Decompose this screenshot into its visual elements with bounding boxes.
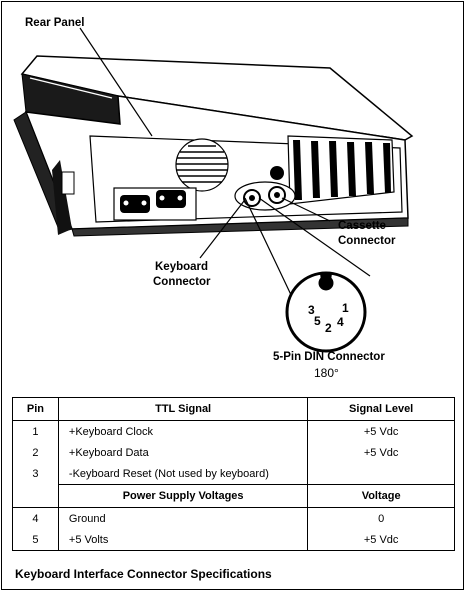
table-row: 5 +5 Volts +5 Vdc <box>12 529 455 551</box>
din-angle: 180° <box>314 366 339 380</box>
row-signal: +Keyboard Clock <box>57 420 309 442</box>
table-row: 1 +Keyboard Clock +5 Vdc <box>12 420 455 442</box>
header-voltage: Voltage <box>307 484 455 508</box>
power-header-row: Power Supply Voltages Voltage <box>12 484 455 508</box>
keyboard-connector-label-line2: Connector <box>153 276 211 288</box>
cassette-connector-label-line1: Cassette <box>338 220 386 232</box>
table-row: 4 Ground 0 <box>12 507 455 529</box>
rear-din-ports <box>234 181 296 211</box>
row-pin: 3 <box>12 463 59 485</box>
cassette-connector-label-line2: Connector <box>338 235 396 247</box>
din-pin-1: 1 <box>342 301 349 315</box>
din-connector-detail <box>285 271 367 353</box>
row-signal: +5 Volts <box>57 529 309 551</box>
row-level: +5 Vdc <box>307 420 455 442</box>
table-header-row: Pin TTL Signal Signal Level <box>12 397 455 421</box>
row-pin: 5 <box>12 529 59 551</box>
din-pin-5: 5 <box>314 314 321 328</box>
system-unit-illustration <box>13 27 414 353</box>
din-pin-3: 3 <box>308 303 315 317</box>
row-pin: 1 <box>12 420 59 442</box>
rear-panel-label: Rear Panel <box>25 17 85 29</box>
din-connector-title: 5-Pin DIN Connector <box>273 351 385 363</box>
indicator-dot <box>270 166 284 180</box>
header-signal-level: Signal Level <box>307 397 455 421</box>
table-row: 3 -Keyboard Reset (Not used by keyboard) <box>12 463 455 485</box>
din-pin-2: 2 <box>325 321 332 335</box>
figure-caption: Keyboard Interface Connector Specificati… <box>15 567 272 581</box>
row-signal: +Keyboard Data <box>57 442 309 463</box>
header-power-supply: Power Supply Voltages <box>57 484 309 508</box>
header-ttl-signal: TTL Signal <box>57 397 309 421</box>
expansion-slots <box>287 135 395 205</box>
row-level: +5 Vdc <box>307 442 455 463</box>
row-signal: Ground <box>57 507 309 529</box>
keyboard-connector-label-line1: Keyboard <box>155 261 209 273</box>
row-pin: 4 <box>12 507 59 529</box>
row-level: +5 Vdc <box>307 529 455 551</box>
row-level <box>307 463 455 485</box>
row-pin: 2 <box>12 442 59 463</box>
din-pin-4: 4 <box>337 315 344 329</box>
row-level: 0 <box>307 507 455 529</box>
fan-grille <box>175 138 229 192</box>
row-signal: -Keyboard Reset (Not used by keyboard) <box>57 463 309 485</box>
header-pin: Pin <box>12 397 59 421</box>
rear-panel-figure: 1 2 3 4 5 Rear Panel Cassette Connector … <box>13 17 414 380</box>
keyboard-interface-table: Pin TTL Signal Signal Level 1 +Keyboard … <box>12 397 455 551</box>
power-connectors <box>113 187 197 221</box>
table-row: 2 +Keyboard Data +5 Vdc <box>12 442 455 463</box>
